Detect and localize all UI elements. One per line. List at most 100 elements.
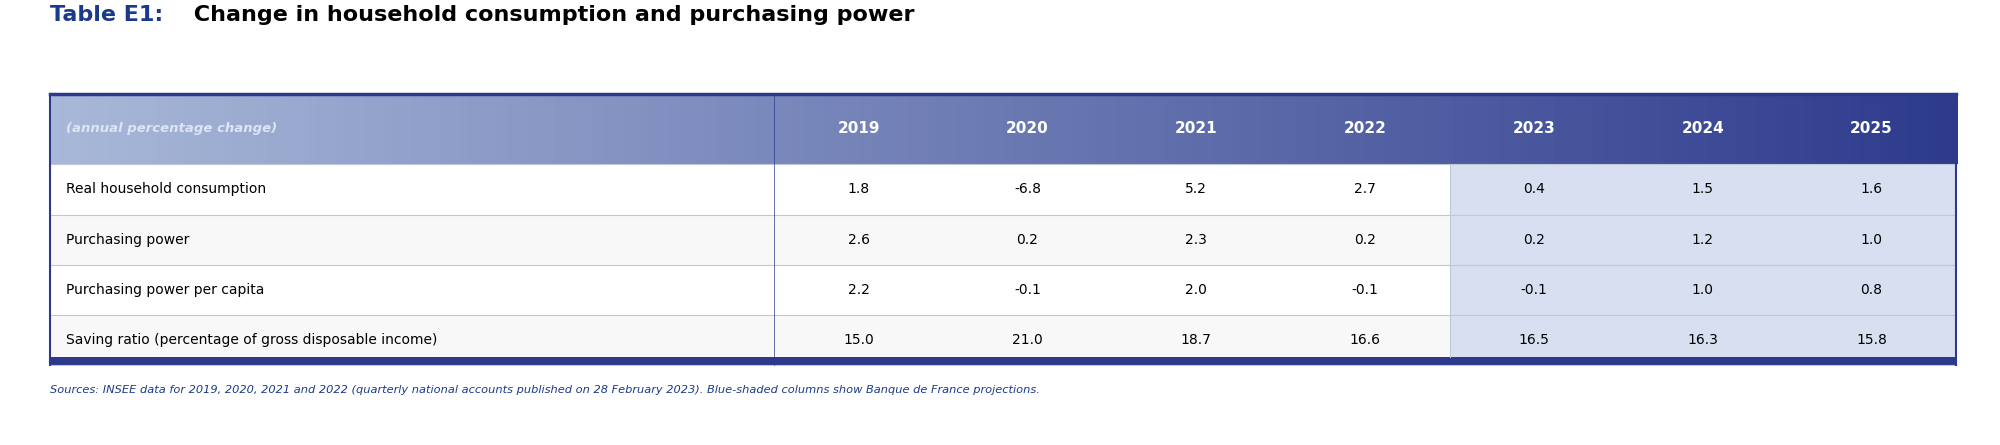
FancyBboxPatch shape — [1788, 164, 1956, 214]
Text: (annual percentage change): (annual percentage change) — [66, 122, 278, 135]
FancyBboxPatch shape — [1604, 93, 1614, 164]
FancyBboxPatch shape — [944, 265, 1112, 315]
FancyBboxPatch shape — [802, 93, 814, 164]
FancyBboxPatch shape — [192, 93, 204, 164]
FancyBboxPatch shape — [1918, 93, 1930, 164]
FancyBboxPatch shape — [1280, 315, 1450, 365]
FancyBboxPatch shape — [650, 93, 662, 164]
FancyBboxPatch shape — [1288, 93, 1300, 164]
FancyBboxPatch shape — [1618, 315, 1788, 365]
FancyBboxPatch shape — [1788, 315, 1956, 365]
FancyBboxPatch shape — [1442, 93, 1452, 164]
FancyBboxPatch shape — [1070, 93, 1082, 164]
FancyBboxPatch shape — [1318, 93, 1330, 164]
FancyBboxPatch shape — [374, 93, 386, 164]
FancyBboxPatch shape — [718, 93, 728, 164]
FancyBboxPatch shape — [698, 93, 710, 164]
FancyBboxPatch shape — [346, 93, 356, 164]
FancyBboxPatch shape — [78, 93, 90, 164]
FancyBboxPatch shape — [1618, 164, 1788, 214]
FancyBboxPatch shape — [774, 265, 944, 315]
FancyBboxPatch shape — [308, 93, 318, 164]
FancyBboxPatch shape — [1328, 93, 1338, 164]
FancyBboxPatch shape — [1404, 93, 1414, 164]
FancyBboxPatch shape — [1670, 93, 1682, 164]
FancyBboxPatch shape — [184, 93, 194, 164]
Text: Change in household consumption and purchasing power: Change in household consumption and purc… — [186, 5, 914, 25]
FancyBboxPatch shape — [546, 93, 558, 164]
FancyBboxPatch shape — [1546, 93, 1558, 164]
FancyBboxPatch shape — [470, 93, 480, 164]
FancyBboxPatch shape — [870, 93, 882, 164]
Text: 2019: 2019 — [838, 121, 880, 136]
FancyBboxPatch shape — [1642, 93, 1654, 164]
FancyBboxPatch shape — [536, 93, 548, 164]
Text: 2.7: 2.7 — [1354, 182, 1376, 196]
FancyBboxPatch shape — [1660, 93, 1672, 164]
FancyBboxPatch shape — [126, 93, 138, 164]
FancyBboxPatch shape — [1374, 93, 1386, 164]
FancyBboxPatch shape — [678, 93, 690, 164]
FancyBboxPatch shape — [832, 93, 842, 164]
Text: 2025: 2025 — [1850, 121, 1892, 136]
FancyBboxPatch shape — [212, 93, 224, 164]
FancyBboxPatch shape — [1298, 93, 1310, 164]
FancyBboxPatch shape — [1232, 93, 1244, 164]
FancyBboxPatch shape — [1212, 93, 1224, 164]
FancyBboxPatch shape — [516, 93, 528, 164]
FancyBboxPatch shape — [774, 214, 944, 265]
FancyBboxPatch shape — [812, 93, 824, 164]
FancyBboxPatch shape — [1432, 93, 1444, 164]
FancyBboxPatch shape — [1412, 93, 1424, 164]
FancyBboxPatch shape — [1860, 93, 1872, 164]
Text: 2020: 2020 — [1006, 121, 1048, 136]
FancyBboxPatch shape — [1260, 93, 1272, 164]
FancyBboxPatch shape — [774, 93, 786, 164]
FancyBboxPatch shape — [1880, 93, 1892, 164]
FancyBboxPatch shape — [1890, 93, 1900, 164]
FancyBboxPatch shape — [622, 93, 634, 164]
FancyBboxPatch shape — [1508, 93, 1520, 164]
FancyBboxPatch shape — [432, 93, 442, 164]
FancyBboxPatch shape — [688, 93, 700, 164]
Text: 2023: 2023 — [1512, 121, 1556, 136]
FancyBboxPatch shape — [726, 93, 738, 164]
FancyBboxPatch shape — [640, 93, 652, 164]
FancyBboxPatch shape — [1698, 93, 1710, 164]
FancyBboxPatch shape — [136, 93, 148, 164]
FancyBboxPatch shape — [1450, 93, 1462, 164]
FancyBboxPatch shape — [298, 93, 310, 164]
FancyBboxPatch shape — [1898, 93, 1910, 164]
Text: 0.4: 0.4 — [1524, 182, 1544, 196]
FancyBboxPatch shape — [774, 164, 944, 214]
FancyBboxPatch shape — [1242, 93, 1252, 164]
FancyBboxPatch shape — [1784, 93, 1796, 164]
FancyBboxPatch shape — [50, 315, 774, 365]
FancyBboxPatch shape — [440, 93, 452, 164]
FancyBboxPatch shape — [422, 93, 434, 164]
FancyBboxPatch shape — [880, 93, 890, 164]
FancyBboxPatch shape — [840, 93, 852, 164]
FancyBboxPatch shape — [146, 93, 156, 164]
FancyBboxPatch shape — [736, 93, 748, 164]
FancyBboxPatch shape — [898, 93, 910, 164]
FancyBboxPatch shape — [1450, 265, 1618, 315]
FancyBboxPatch shape — [1280, 93, 1290, 164]
FancyBboxPatch shape — [1450, 315, 1618, 365]
FancyBboxPatch shape — [1126, 93, 1138, 164]
Text: 15.0: 15.0 — [844, 333, 874, 347]
FancyBboxPatch shape — [822, 93, 834, 164]
FancyBboxPatch shape — [526, 93, 538, 164]
FancyBboxPatch shape — [1536, 93, 1548, 164]
FancyBboxPatch shape — [660, 93, 672, 164]
FancyBboxPatch shape — [918, 93, 928, 164]
FancyBboxPatch shape — [1032, 93, 1044, 164]
FancyBboxPatch shape — [1280, 164, 1450, 214]
Text: 0.2: 0.2 — [1016, 233, 1038, 247]
FancyBboxPatch shape — [1718, 93, 1730, 164]
FancyBboxPatch shape — [1480, 93, 1492, 164]
FancyBboxPatch shape — [1774, 93, 1786, 164]
FancyBboxPatch shape — [1788, 265, 1956, 315]
Text: Saving ratio (percentage of gross disposable income): Saving ratio (percentage of gross dispos… — [66, 333, 438, 347]
FancyBboxPatch shape — [250, 93, 262, 164]
